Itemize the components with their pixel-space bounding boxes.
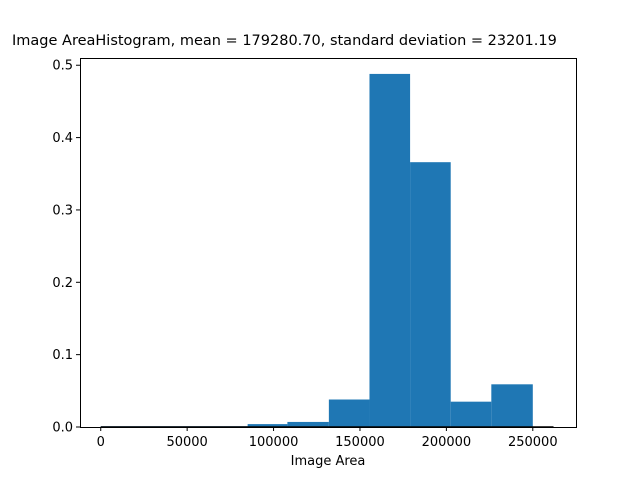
y-tick-label: 0.0 (52, 421, 73, 436)
x-tick-label: 150000 (335, 435, 385, 450)
histogram-bar (410, 162, 451, 427)
x-axis-label: Image Area (290, 454, 366, 469)
y-tick-label: 0.5 (52, 59, 73, 74)
histogram-bar (287, 421, 329, 427)
y-tick-label: 0.2 (52, 276, 73, 291)
histogram-bar (247, 424, 288, 427)
y-tick-label: 0.1 (52, 348, 73, 363)
axes-frame (80, 58, 577, 428)
y-tick-label: 0.3 (52, 203, 73, 218)
x-tick-label: 50000 (166, 435, 207, 450)
chart-title: Image AreaHistogram, mean = 179280.70, s… (12, 33, 557, 49)
x-tick-label: 100000 (249, 435, 299, 450)
x-axis-ticks: 0 50000 100000 150000 200000 250000 (97, 427, 558, 450)
y-tick-label: 0.4 (52, 131, 73, 146)
histogram-bar (369, 73, 411, 427)
bars-group (100, 73, 533, 427)
x-tick-label: 200000 (422, 435, 472, 450)
y-axis-ticks: 0.0 0.1 0.2 0.3 0.4 0.5 (52, 59, 80, 436)
histogram-bar (450, 401, 492, 427)
x-tick-label: 0 (97, 435, 105, 450)
histogram-bar (491, 384, 533, 427)
histogram-bar (328, 399, 370, 427)
x-tick-label: 250000 (508, 435, 558, 450)
